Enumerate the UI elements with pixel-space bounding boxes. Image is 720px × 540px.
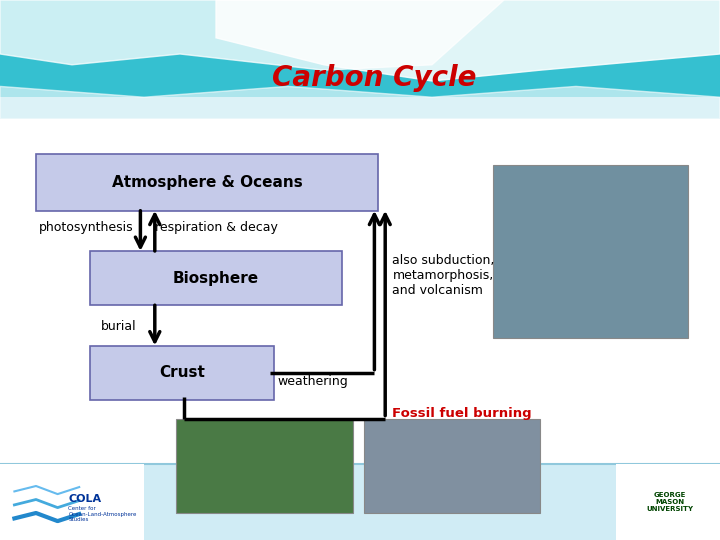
Text: also subduction,
metamorphosis,
and volcanism: also subduction, metamorphosis, and volc…: [392, 254, 495, 297]
Text: Fossil fuel burning: Fossil fuel burning: [392, 407, 532, 420]
Text: burial: burial: [102, 320, 137, 333]
FancyBboxPatch shape: [90, 346, 274, 400]
Text: respiration & decay: respiration & decay: [155, 221, 278, 234]
Text: Biosphere: Biosphere: [173, 271, 259, 286]
Text: Crust: Crust: [159, 365, 204, 380]
FancyBboxPatch shape: [90, 251, 342, 305]
Bar: [364, 418, 540, 513]
Bar: [0, 464, 720, 540]
Text: photosynthesis: photosynthesis: [39, 221, 133, 234]
Bar: [176, 418, 353, 513]
Text: GEORGE
MASON
UNIVERSITY: GEORGE MASON UNIVERSITY: [646, 492, 693, 512]
FancyBboxPatch shape: [36, 154, 378, 211]
Polygon shape: [0, 0, 504, 70]
Text: Atmosphere & Oceans: Atmosphere & Oceans: [112, 175, 302, 190]
Text: weathering: weathering: [277, 375, 348, 388]
Bar: [493, 165, 688, 338]
Polygon shape: [0, 86, 720, 119]
Bar: [0, 0, 720, 119]
Bar: [616, 464, 720, 540]
Text: COLA: COLA: [68, 495, 102, 504]
Polygon shape: [216, 0, 720, 81]
Bar: [0, 97, 720, 119]
Text: Carbon Cycle: Carbon Cycle: [272, 64, 477, 92]
Bar: [0, 464, 144, 540]
Text: Center for
Ocean-Land-Atmosphere
Studies: Center for Ocean-Land-Atmosphere Studies: [68, 506, 137, 522]
